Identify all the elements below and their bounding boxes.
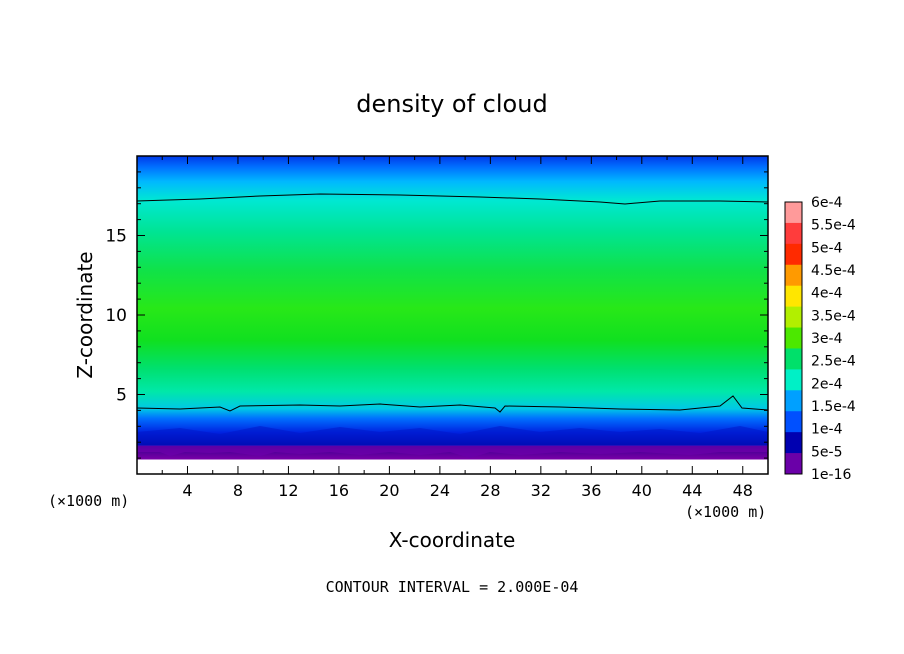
y-axis-label: Z-coordinate (73, 251, 97, 378)
surface-dark-blue-band (137, 426, 768, 446)
colorbar-swatch (785, 432, 802, 454)
x-tick-label: 20 (379, 481, 399, 500)
x-axis-label: X-coordinate (389, 528, 516, 552)
y-tick-label: 5 (116, 386, 127, 406)
x-tick-label: 24 (430, 481, 450, 500)
colorbar-swatch (785, 390, 802, 412)
colorbar-swatch (785, 222, 802, 245)
colorbar-label: 5e-5 (811, 444, 842, 460)
colorbar-label: 6e-4 (811, 195, 843, 211)
colorbar-label: 2e-4 (811, 376, 843, 392)
colorbar-swatch (785, 411, 802, 433)
colorbar-swatch (785, 306, 802, 329)
x-tick-label: 12 (278, 481, 298, 500)
x-tick-label: 40 (632, 481, 652, 500)
colorbar-swatch (785, 243, 802, 266)
y-axis-ticks: 5 10 15 (105, 171, 768, 459)
colorbar-frame (784, 201, 803, 475)
x-axis-ticks: 4 8 12 16 20 24 28 32 36 40 44 48 (161, 156, 753, 500)
contour-interval-note: CONTOUR INTERVAL = 2.000E-04 (326, 578, 579, 596)
x-unit-label-left: (×1000 m) (48, 492, 129, 510)
y-tick-label: 10 (105, 306, 127, 326)
colorbar: 6e-4 5.5e-4 5e-4 4.5e-4 4e-4 3.5e-4 3e-4 2.5e-4… (784, 195, 856, 483)
colorbar-label: 1.5e-4 (811, 399, 856, 415)
x-tick-label: 32 (531, 481, 551, 500)
x-tick-label: 48 (733, 481, 753, 500)
x-tick-label: 44 (682, 481, 702, 500)
colorbar-swatch (785, 369, 802, 391)
colorbar-label: 1e-4 (811, 422, 843, 438)
colorbar-swatch (785, 202, 802, 224)
colorbar-label: 3e-4 (811, 331, 843, 347)
x-tick-label: 8 (233, 481, 243, 500)
contour-line-lower (137, 395, 768, 413)
y-tick-label: 15 (105, 227, 127, 247)
x-unit-label-right: (×1000 m) (685, 503, 766, 521)
chart-title: density of cloud (356, 90, 547, 118)
colorbar-label: 1e-16 (811, 467, 851, 483)
colorbar-swatch (785, 264, 802, 287)
contour-line-upper (137, 193, 768, 205)
surface-purple-band (137, 445, 768, 458)
colorbar-swatch (785, 327, 802, 349)
colorbar-label: 4e-4 (811, 286, 843, 302)
colorbar-label: 2.5e-4 (811, 354, 856, 370)
colorbar-label: 3.5e-4 (811, 308, 856, 324)
x-tick-label: 28 (480, 481, 500, 500)
density-field (137, 156, 768, 474)
colorbar-label: 5.5e-4 (811, 218, 856, 234)
x-tick-label: 36 (581, 481, 601, 500)
colorbar-label: 5e-4 (811, 240, 843, 256)
x-tick-label: 4 (182, 481, 192, 500)
x-tick-label: 16 (329, 481, 349, 500)
colorbar-swatch (785, 348, 802, 370)
colorbar-swatch (785, 285, 802, 308)
colorbar-label: 4.5e-4 (811, 263, 856, 279)
colorbar-swatch (785, 453, 802, 475)
